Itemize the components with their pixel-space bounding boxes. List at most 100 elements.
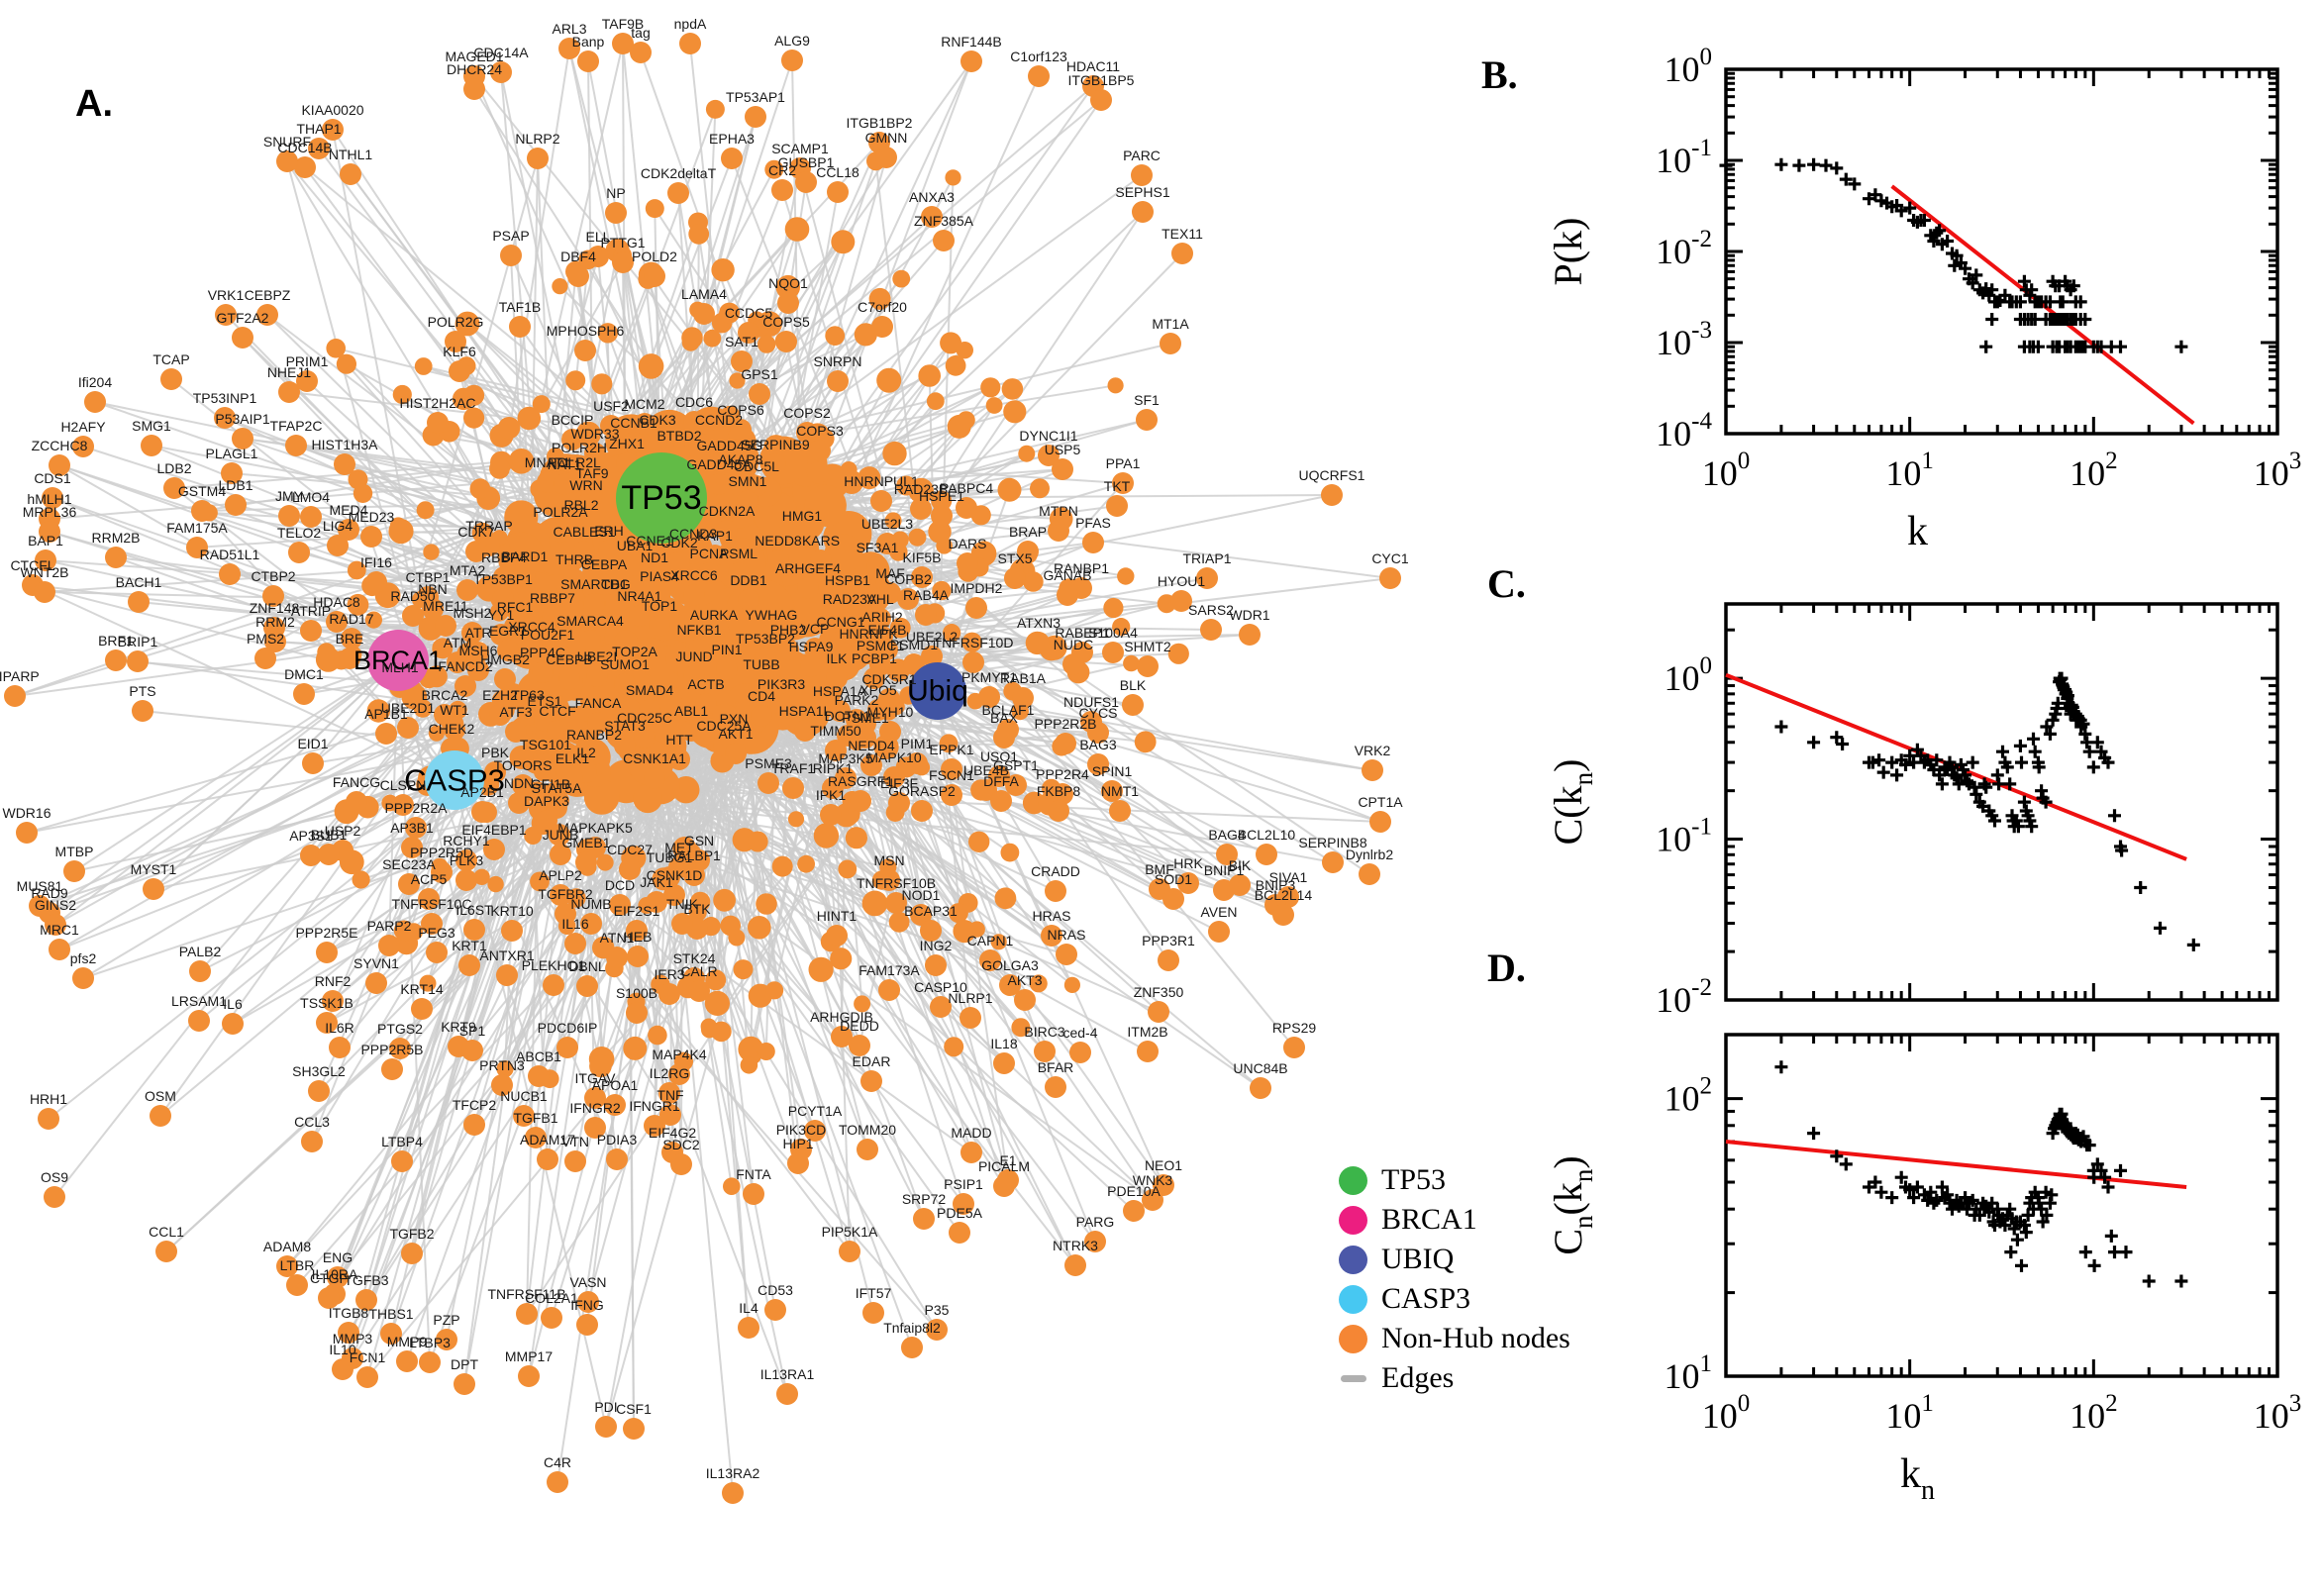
network-node: [1283, 1037, 1305, 1058]
network-node-label: CD4: [748, 688, 775, 704]
scatter-points: [1774, 671, 2200, 951]
network-node: [467, 659, 489, 681]
network-node-label: SUMO1: [600, 656, 650, 672]
network-node-label: RAB1A: [1000, 670, 1047, 686]
network-node: [624, 554, 646, 576]
network-node-label: BIRC3: [1024, 1024, 1064, 1040]
network-node-label: ABL1: [674, 703, 708, 719]
network-node-label: PARC: [1123, 148, 1161, 163]
network-node-label: EGR1: [489, 623, 527, 639]
network-node-label: TAF1B: [499, 299, 542, 315]
network-node: [1069, 1042, 1091, 1063]
network-node: [445, 331, 466, 352]
network-node: [668, 551, 690, 573]
network-node-label: CDC6: [675, 394, 713, 410]
network-node: [1064, 1254, 1086, 1276]
network-node-label: SMG1: [132, 418, 171, 434]
network-node: [49, 454, 70, 476]
network-node: [862, 1302, 884, 1324]
network-node-label: SDC2: [662, 1137, 700, 1152]
network-node: [933, 230, 955, 251]
network-node-label: PHB2: [770, 622, 807, 638]
network-node-label: EPHA3: [709, 131, 755, 147]
network-node-label: ANXA3: [909, 189, 955, 205]
network-node: [634, 727, 656, 748]
network-node-label: tag: [631, 25, 650, 41]
network-node-label: IFNGR2: [569, 1100, 621, 1116]
network-node-label: TOP2A: [612, 644, 657, 659]
network-node: [745, 106, 766, 128]
panel-letter-a: A.: [75, 83, 113, 125]
network-node-label: TOPORS: [494, 757, 553, 773]
network-node-label: HRK: [1173, 855, 1203, 871]
network-node-label: CCNG1: [816, 614, 864, 630]
network-node: [593, 573, 615, 595]
network-node: [930, 996, 952, 1018]
network-node-label: GORASP2: [888, 783, 956, 799]
network-node-label: RNF144B: [941, 34, 1001, 50]
network-node-label: CCNE1: [626, 533, 673, 549]
network-node: [716, 658, 738, 680]
network-node: [1379, 567, 1401, 589]
network-node: [870, 490, 892, 512]
network-node: [988, 765, 1010, 787]
network-node: [659, 1104, 681, 1126]
network-node-label: STAT3: [604, 718, 646, 734]
network-node: [256, 304, 278, 326]
network-node-label: PPA1: [1106, 455, 1141, 471]
network-node-label: ced-4: [1062, 1025, 1097, 1041]
network-node: [683, 864, 705, 886]
network-node-label: FNTA: [736, 1166, 771, 1182]
network-node: [857, 1139, 878, 1160]
network-node: [698, 562, 720, 584]
network-node-label: HDAC11: [1066, 58, 1120, 74]
network-node: [1028, 65, 1050, 87]
network-node: [584, 1087, 606, 1109]
network-node-label: LIG4: [323, 518, 354, 534]
network-node-label: PFAS: [1075, 515, 1111, 531]
network-node: [278, 505, 300, 527]
network-node: [683, 584, 705, 606]
network-node: [561, 767, 583, 789]
network-node: [221, 462, 243, 484]
network-node-label: ZNF350: [1134, 984, 1184, 1000]
legend-item-casp3: CASP3: [1339, 1279, 1570, 1319]
network-node-label: ILK: [826, 650, 848, 666]
network-node-label: TFCP2: [453, 1097, 497, 1113]
network-node-label: MMP3: [333, 1331, 373, 1347]
y-tick-label: 100: [1665, 44, 1713, 89]
network-node-label: IMPDH2: [951, 580, 1003, 596]
network-node: [1041, 925, 1062, 947]
network-node-label: PLAGL1: [206, 446, 258, 461]
network-node-label: CDK5R1: [861, 671, 916, 687]
network-node-label: SF1: [1134, 392, 1160, 408]
network-node: [535, 753, 556, 775]
network-node: [564, 1150, 586, 1172]
network-node-label: TAF9: [575, 465, 608, 481]
hub-label-brca1: BRCA1: [354, 646, 443, 675]
network-node: [340, 163, 361, 185]
network-node: [467, 642, 489, 663]
network-node: [456, 579, 478, 601]
network-node: [550, 844, 571, 865]
network-node: [738, 1317, 759, 1339]
network-node-label: PPP4C: [520, 645, 565, 660]
network-node: [827, 370, 849, 392]
network-node: [293, 683, 315, 705]
network-node-label: PIP5K1A: [822, 1224, 878, 1240]
network-node-label: PIM1: [901, 736, 934, 751]
network-node-label: CDS1: [34, 470, 71, 486]
network-node: [1045, 880, 1066, 902]
axis-ticks: [1724, 604, 2279, 1002]
network-node-label: CEBPB: [546, 651, 592, 667]
axis-ticks: [1724, 67, 2279, 436]
network-node-label: APLP2: [539, 867, 582, 883]
network-node: [1132, 201, 1154, 223]
ubiq-dot-icon: [1339, 1245, 1367, 1274]
network-node-label: JUND: [675, 648, 712, 664]
network-node: [1142, 1189, 1163, 1211]
network-node-label: EIF3F: [880, 775, 918, 791]
network-node: [411, 998, 433, 1020]
network-node-label: NUCB1: [500, 1088, 548, 1104]
y-tick-label: 100: [1665, 652, 1713, 698]
